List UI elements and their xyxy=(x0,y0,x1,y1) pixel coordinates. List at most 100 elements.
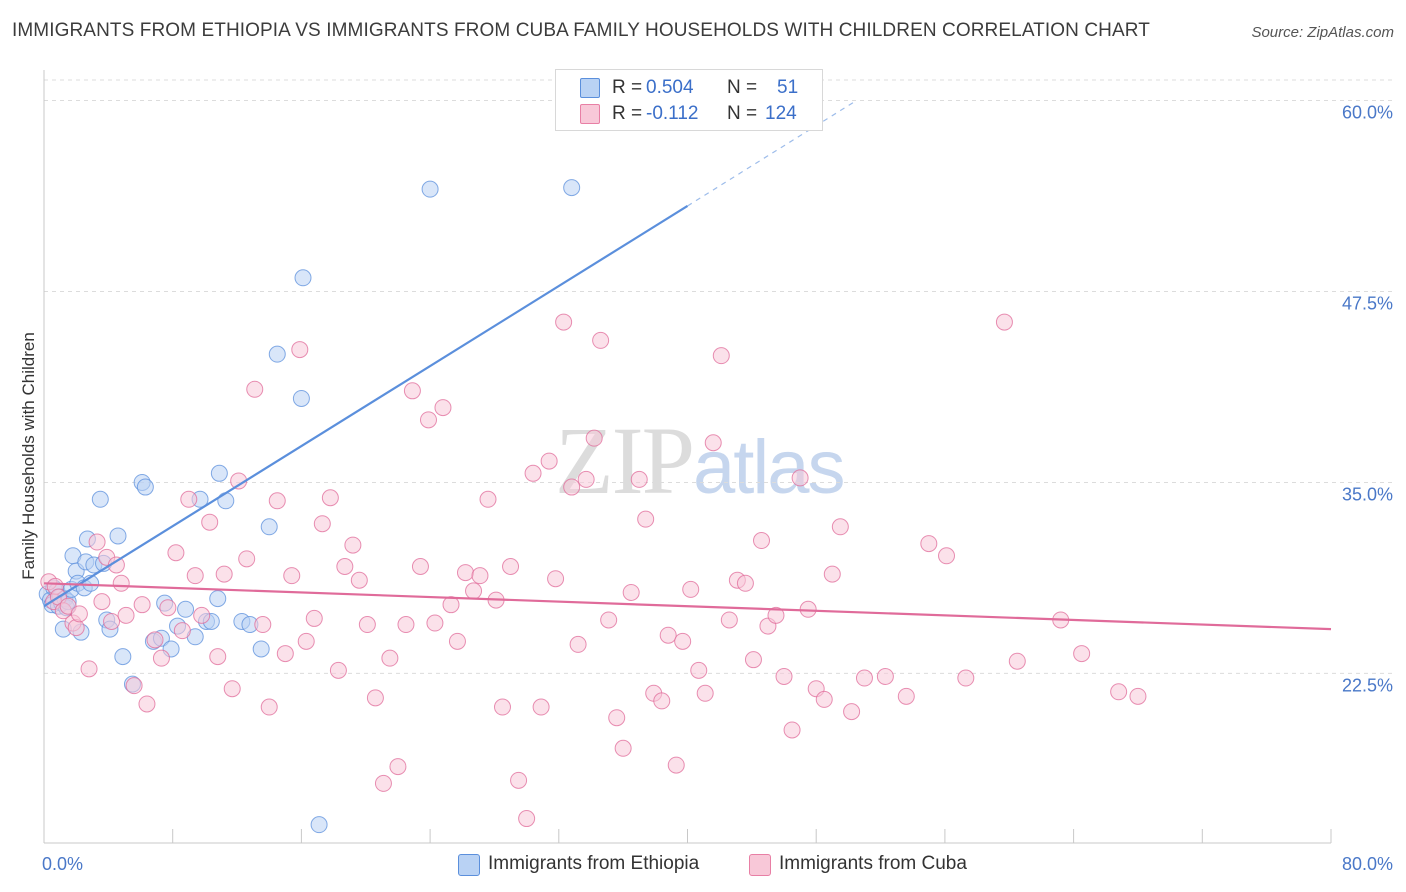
stats-n-value: 51 xyxy=(777,77,799,98)
point-cuba xyxy=(93,593,111,611)
point-cuba xyxy=(855,669,873,687)
point-cuba xyxy=(736,574,754,592)
point-ethiopia xyxy=(252,640,270,658)
point-cuba xyxy=(637,510,655,528)
point-cuba xyxy=(502,557,520,575)
point-cuba xyxy=(419,411,437,429)
stats-n-value: 124 xyxy=(765,103,797,124)
point-cuba xyxy=(215,565,233,583)
point-cuba xyxy=(434,399,452,417)
point-cuba xyxy=(336,557,354,575)
point-cuba xyxy=(704,434,722,452)
point-cuba xyxy=(585,429,603,447)
chart-title: IMMIGRANTS FROM ETHIOPIA VS IMMIGRANTS F… xyxy=(12,20,1150,41)
point-cuba xyxy=(411,557,429,575)
point-cuba xyxy=(146,631,164,649)
point-cuba xyxy=(540,452,558,470)
trendline-extension-ethiopia xyxy=(687,100,857,207)
point-cuba xyxy=(186,567,204,585)
point-cuba xyxy=(753,532,771,550)
stats-r-label: R = xyxy=(612,103,643,124)
legend-swatch-ethiopia xyxy=(458,854,480,876)
point-cuba xyxy=(223,680,241,698)
point-cuba xyxy=(80,660,98,678)
point-cuba xyxy=(305,609,323,627)
point-cuba xyxy=(1008,652,1026,670)
point-cuba xyxy=(563,478,581,496)
point-cuba xyxy=(456,564,474,582)
point-ethiopia xyxy=(91,490,109,508)
point-cuba xyxy=(712,347,730,365)
point-cuba xyxy=(397,616,415,634)
point-cuba xyxy=(159,599,177,617)
point-cuba xyxy=(510,771,528,789)
point-cuba xyxy=(1129,687,1147,705)
point-cuba xyxy=(592,331,610,349)
point-cuba xyxy=(209,648,227,666)
point-cuba xyxy=(117,606,135,624)
point-ethiopia xyxy=(177,600,195,618)
source-note: Source: ZipAtlas.com xyxy=(1251,24,1394,41)
point-cuba xyxy=(350,571,368,589)
point-cuba xyxy=(167,544,185,562)
legend-label-cuba: Immigrants from Cuba xyxy=(779,853,967,874)
point-cuba xyxy=(152,649,170,667)
point-cuba xyxy=(823,565,841,583)
stats-n-label: N = xyxy=(727,103,758,124)
point-cuba xyxy=(1110,683,1128,701)
point-cuba xyxy=(268,492,286,510)
point-cuba xyxy=(297,632,315,650)
x-tick-label: 80.0% xyxy=(1342,854,1393,874)
point-cuba xyxy=(291,341,309,359)
point-cuba xyxy=(524,464,542,482)
point-ethiopia xyxy=(210,464,228,482)
point-cuba xyxy=(682,580,700,598)
point-cuba xyxy=(201,513,219,531)
stats-r-value: 0.504 xyxy=(646,77,694,98)
point-cuba xyxy=(374,774,392,792)
stats-swatch-ethiopia xyxy=(580,78,600,98)
point-cuba xyxy=(125,677,143,695)
point-cuba xyxy=(193,606,211,624)
point-ethiopia xyxy=(292,389,310,407)
point-cuba xyxy=(403,382,421,400)
point-ethiopia xyxy=(294,269,312,287)
point-cuba xyxy=(744,651,762,669)
y-tick-label: 35.0% xyxy=(1342,484,1393,504)
point-cuba xyxy=(366,689,384,707)
legend-swatch-cuba xyxy=(749,854,771,876)
point-cuba xyxy=(465,582,483,600)
point-cuba xyxy=(344,536,362,554)
point-cuba xyxy=(674,632,692,650)
stats-r-value: -0.112 xyxy=(646,103,699,124)
y-tick-label: 60.0% xyxy=(1342,103,1393,123)
point-cuba xyxy=(783,721,801,739)
point-cuba xyxy=(283,567,301,585)
point-cuba xyxy=(831,518,849,536)
point-cuba xyxy=(690,661,708,679)
point-cuba xyxy=(876,667,894,685)
point-cuba xyxy=(767,606,785,624)
point-cuba xyxy=(479,490,497,508)
watermark-zip: ZIP xyxy=(555,407,695,514)
point-cuba xyxy=(70,605,88,623)
legend-label-ethiopia: Immigrants from Ethiopia xyxy=(488,853,700,874)
point-cuba xyxy=(112,574,130,592)
y-tick-label: 47.5% xyxy=(1342,294,1393,314)
point-cuba xyxy=(659,626,677,644)
point-cuba xyxy=(260,698,278,716)
point-cuba xyxy=(815,690,833,708)
point-ethiopia xyxy=(217,492,235,510)
point-ethiopia xyxy=(136,478,154,496)
point-cuba xyxy=(381,649,399,667)
point-cuba xyxy=(358,616,376,634)
point-cuba xyxy=(426,614,444,632)
point-cuba xyxy=(622,583,640,601)
point-cuba xyxy=(547,570,565,588)
point-ethiopia xyxy=(209,590,227,608)
point-cuba xyxy=(173,622,191,640)
point-cuba xyxy=(448,632,466,650)
stats-box: R = 0.504 N = 51 R = -0.112 N = 124 xyxy=(555,69,823,131)
stats-r-label: R = xyxy=(612,77,643,98)
